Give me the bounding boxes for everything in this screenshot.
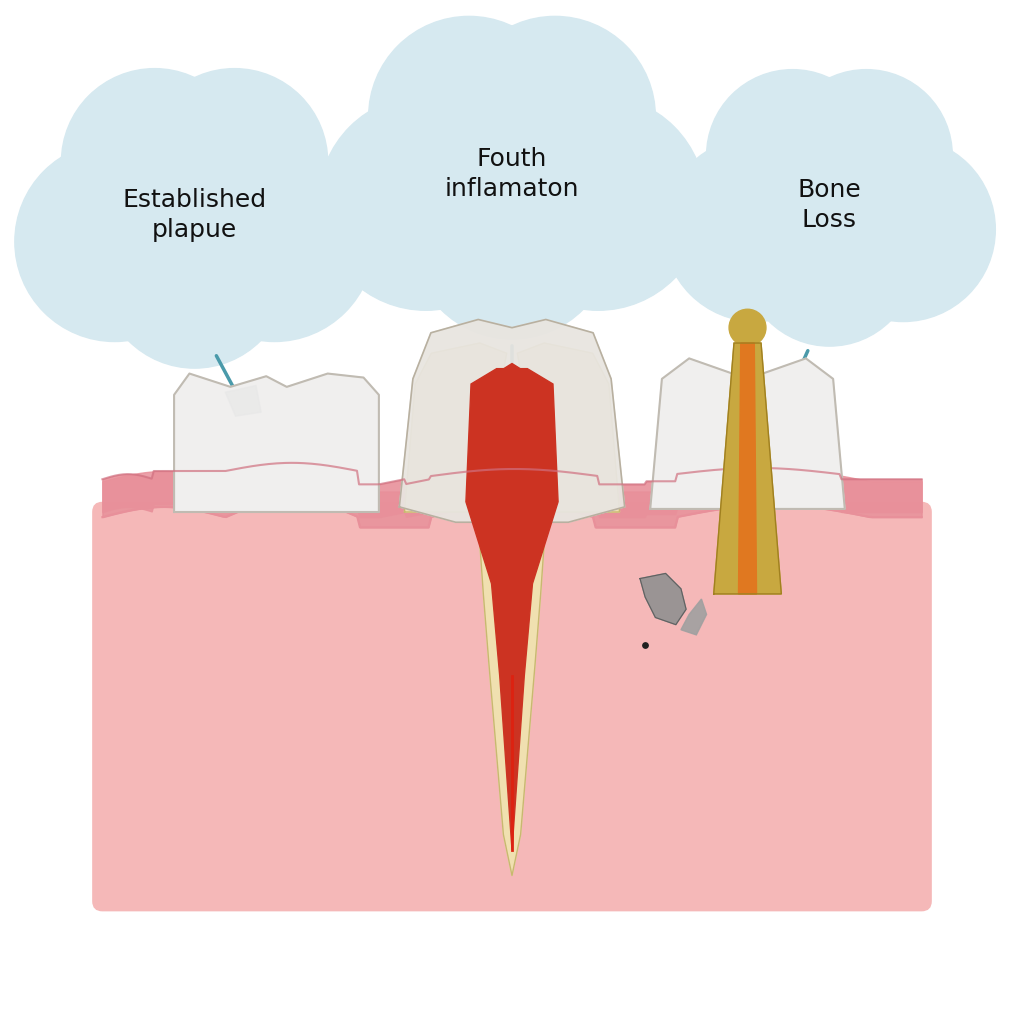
Circle shape — [14, 141, 215, 342]
Circle shape — [743, 174, 915, 346]
Polygon shape — [404, 343, 620, 876]
Polygon shape — [650, 358, 845, 509]
Polygon shape — [714, 343, 781, 594]
Circle shape — [664, 137, 848, 322]
Circle shape — [101, 182, 288, 368]
Circle shape — [811, 137, 995, 322]
Polygon shape — [225, 385, 261, 416]
Bar — [102, 502, 922, 901]
Text: Fouth
inflamaton: Fouth inflamaton — [444, 147, 580, 201]
Circle shape — [729, 309, 766, 346]
Circle shape — [141, 69, 328, 255]
Polygon shape — [399, 319, 625, 522]
Circle shape — [455, 16, 655, 217]
FancyBboxPatch shape — [92, 502, 932, 911]
Point — [637, 637, 653, 653]
Circle shape — [780, 70, 952, 242]
Circle shape — [174, 141, 375, 342]
Circle shape — [61, 69, 248, 255]
Polygon shape — [466, 364, 558, 850]
Circle shape — [707, 82, 952, 328]
Circle shape — [61, 82, 328, 348]
Circle shape — [490, 95, 706, 310]
Circle shape — [369, 16, 569, 217]
Text: Established
plapue: Established plapue — [123, 188, 266, 242]
Circle shape — [369, 31, 655, 317]
Polygon shape — [681, 599, 707, 635]
Circle shape — [412, 138, 612, 339]
Circle shape — [707, 70, 879, 242]
Circle shape — [318, 95, 534, 310]
Polygon shape — [640, 573, 686, 625]
Polygon shape — [174, 374, 379, 512]
Polygon shape — [738, 343, 757, 594]
Text: Bone
Loss: Bone Loss — [798, 178, 861, 231]
